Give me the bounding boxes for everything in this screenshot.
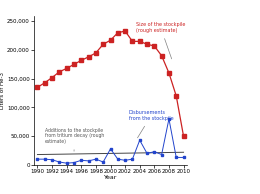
Text: Disbursements
from the stockpile: Disbursements from the stockpile [129, 110, 173, 138]
Y-axis label: Liters of He-3: Liters of He-3 [1, 72, 5, 109]
Text: Additions to the stockpile
from tritium decay (rough
estimate): Additions to the stockpile from tritium … [45, 128, 104, 151]
X-axis label: Year: Year [104, 175, 117, 180]
Text: Size of the stockpile
(rough estimate): Size of the stockpile (rough estimate) [136, 23, 185, 59]
